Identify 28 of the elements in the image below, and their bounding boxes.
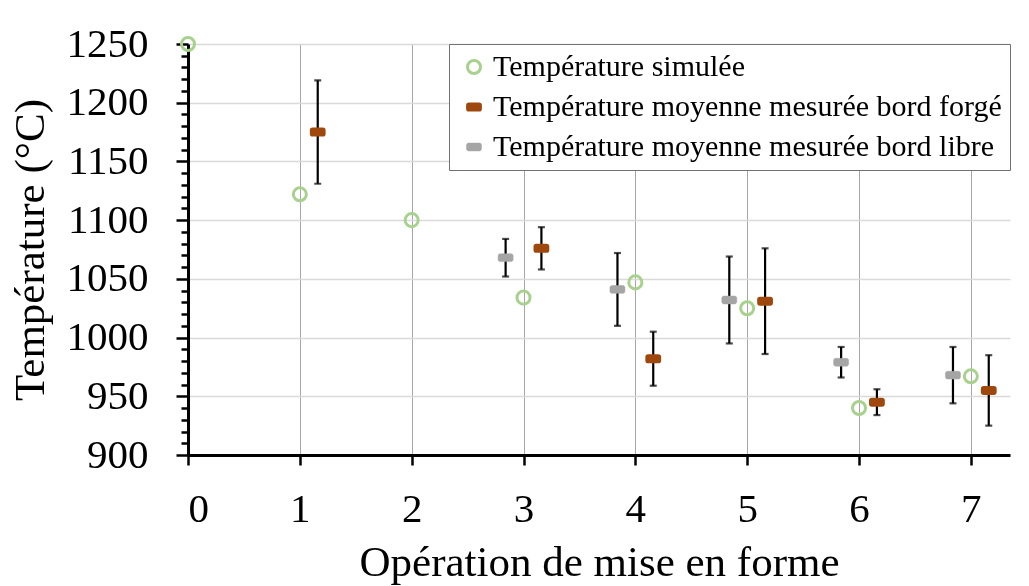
x-tick-label: 4	[625, 484, 647, 531]
point	[403, 212, 420, 229]
x-tick-label: 7	[961, 484, 982, 531]
x-tick-label: 1	[290, 484, 311, 531]
y-tick-label: 1200	[66, 78, 149, 125]
y-tick-label: 950	[87, 371, 149, 418]
y-tick-label: 900	[87, 430, 149, 477]
point	[739, 300, 756, 317]
y-axis-title: Température (°C)	[5, 99, 54, 401]
y-tick-label: 1000	[66, 313, 149, 360]
x-tick-label: 0	[188, 484, 209, 531]
point	[291, 186, 308, 203]
x-axis-title: Opération de mise en forme	[359, 537, 840, 585]
point	[627, 274, 644, 291]
x-tick-label: 5	[737, 484, 758, 531]
x-tick-label: 6	[849, 484, 870, 531]
legend-label: Température moyenne mesurée bord libre	[493, 129, 995, 162]
y-tick-label: 1100	[68, 195, 149, 242]
x-tick-label: 2	[401, 484, 423, 531]
y-tick-label: 1050	[66, 254, 149, 301]
y-tick-label: 1250	[66, 19, 149, 66]
y-tick-label: 1150	[68, 136, 149, 183]
legend-label: Température moyenne mesurée bord forgé	[493, 89, 1002, 122]
point	[851, 400, 868, 417]
point	[962, 368, 979, 385]
legend-label: Température simulée	[493, 49, 745, 82]
point	[515, 289, 532, 306]
x-tick-label: 3	[513, 484, 535, 531]
